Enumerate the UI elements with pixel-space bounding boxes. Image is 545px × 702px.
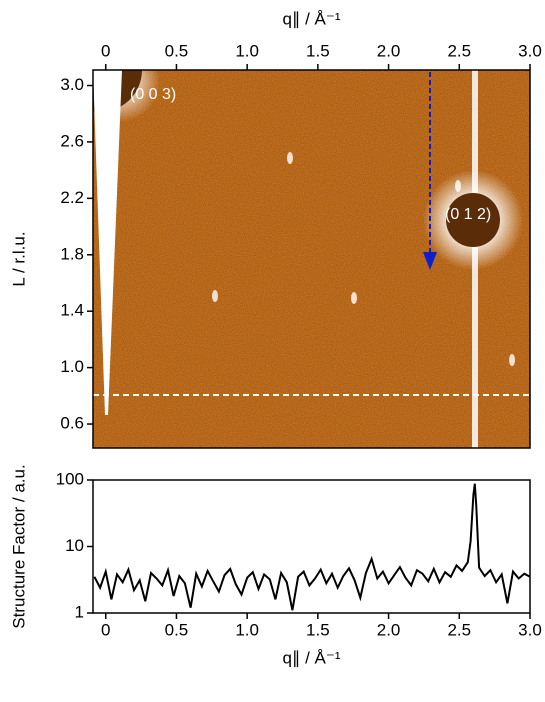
x-tick-label: 3.0 [518,41,542,60]
y-tick-label: 1 [75,602,84,621]
plot-frame [92,69,531,449]
x-tick-label: 2.0 [377,41,401,60]
y-tick-label: 2.6 [60,131,84,150]
x-tick-label: 0.5 [165,620,189,639]
x-tick-label: 0 [101,620,110,639]
x-tick-label: 2.5 [447,620,471,639]
streak [472,70,478,448]
y-tick-label: 2.2 [60,188,84,207]
profile-line [93,483,531,611]
profile-panel: 0 0.5 1.0 1.5 2.0 2.5 3.0 1 10 100 q∥ / Å⁻¹ Structu… [9,464,541,667]
map-panel: (0 0 3) (0 1 2) 0 0.5 1.0 1.5 2.0 2.5 3.0 0.6 1.0 1… [9,9,542,449]
y-axis-title: L / r.l.u. [9,231,28,286]
x-tick-label: 2.5 [447,41,471,60]
y-tick-label: 1.4 [60,301,84,320]
x-tick-label: 0 [101,41,110,60]
y-tick-label: 1.0 [60,357,84,376]
spot [212,290,218,302]
beamstop-012 [446,193,500,247]
shadow-wedge [93,70,122,415]
y-tick-label: 3.0 [60,75,84,94]
x-tick-label: 0.5 [165,41,189,60]
annotation: (0 1 2) [445,206,491,223]
annotation: (0 0 3) [130,86,176,103]
x-axis-title: q∥ / Å⁻¹ [282,648,340,667]
spot [455,180,461,192]
y-tick-label: 100 [56,469,84,488]
x-tick-label: 1.5 [306,620,330,639]
spot [287,152,293,164]
y-tick-label: 0.6 [60,414,84,433]
y-tick-label: 10 [65,536,84,555]
x-tick-label: 2.0 [377,620,401,639]
y-axis-title: Structure Factor / a.u. [9,464,28,628]
x-axis-title: q∥ / Å⁻¹ [282,9,340,28]
y-tick-label: 1.8 [60,244,84,263]
diffraction-image [93,70,530,448]
scan-arrow-head [423,252,437,270]
spot [509,354,515,366]
x-tick-label: 1.5 [306,41,330,60]
x-tick-label: 3.0 [518,620,542,639]
x-tick-label: 1.0 [235,620,259,639]
x-tick-label: 1.0 [235,41,259,60]
plot-frame [92,479,531,614]
spot [351,292,357,304]
